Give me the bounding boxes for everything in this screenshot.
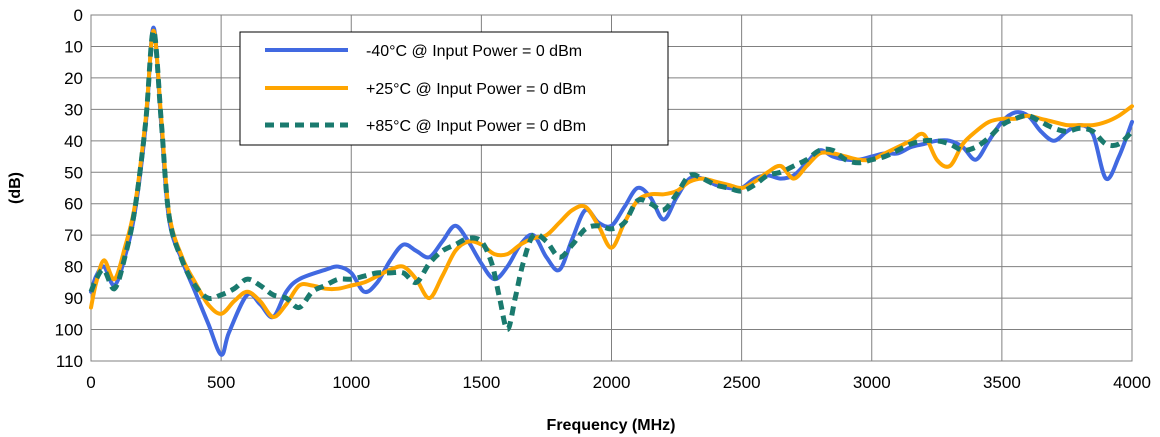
x-tick-label: 2500 (723, 373, 761, 392)
x-tick-label: 2000 (593, 373, 631, 392)
y-tick-label: 20 (64, 69, 83, 88)
y-tick-label: 40 (64, 132, 83, 151)
y-tick-label: 100 (55, 321, 83, 340)
y-tick-label: 90 (64, 289, 83, 308)
legend: -40°C @ Input Power = 0 dBm +25°C @ Inpu… (239, 31, 669, 146)
x-tick-label: 4000 (1113, 373, 1151, 392)
legend-label-series-2: +25°C @ Input Power = 0 dBm (366, 81, 586, 98)
x-tick-label: 3000 (853, 373, 891, 392)
x-tick-label: 500 (207, 373, 235, 392)
series-line-3 (88, 28, 1134, 332)
y-tick-label: 50 (64, 163, 83, 182)
legend-label-series-1: -40°C @ Input Power = 0 dBm (366, 43, 582, 60)
y-tick-label: 70 (64, 226, 83, 245)
x-tick-label: 0 (86, 373, 95, 392)
y-tick-label: 110 (56, 352, 83, 371)
x-axis-title: Frequency (MHz) (547, 417, 676, 434)
x-tick-label: 1000 (332, 373, 370, 392)
y-axis-title: (dB) (7, 172, 24, 204)
x-tick-label: 3500 (983, 373, 1021, 392)
y-tick-label: 10 (64, 37, 83, 56)
y-tick-label: 0 (74, 6, 83, 25)
x-tick-label: 1500 (462, 373, 500, 392)
y-tick-labels: 0 10 20 30 40 50 60 70 80 90 100 110 (55, 6, 83, 371)
x-tick-labels: 0 500 1000 1500 2000 2500 3000 3500 4000 (86, 373, 1151, 392)
series-line-2 (89, 28, 1134, 319)
legend-label-series-3: +85°C @ Input Power = 0 dBm (366, 118, 586, 135)
series-group (88, 25, 1134, 357)
y-tick-label: 60 (64, 195, 83, 214)
y-tick-label: 30 (64, 100, 83, 119)
y-tick-label: 80 (64, 258, 83, 277)
